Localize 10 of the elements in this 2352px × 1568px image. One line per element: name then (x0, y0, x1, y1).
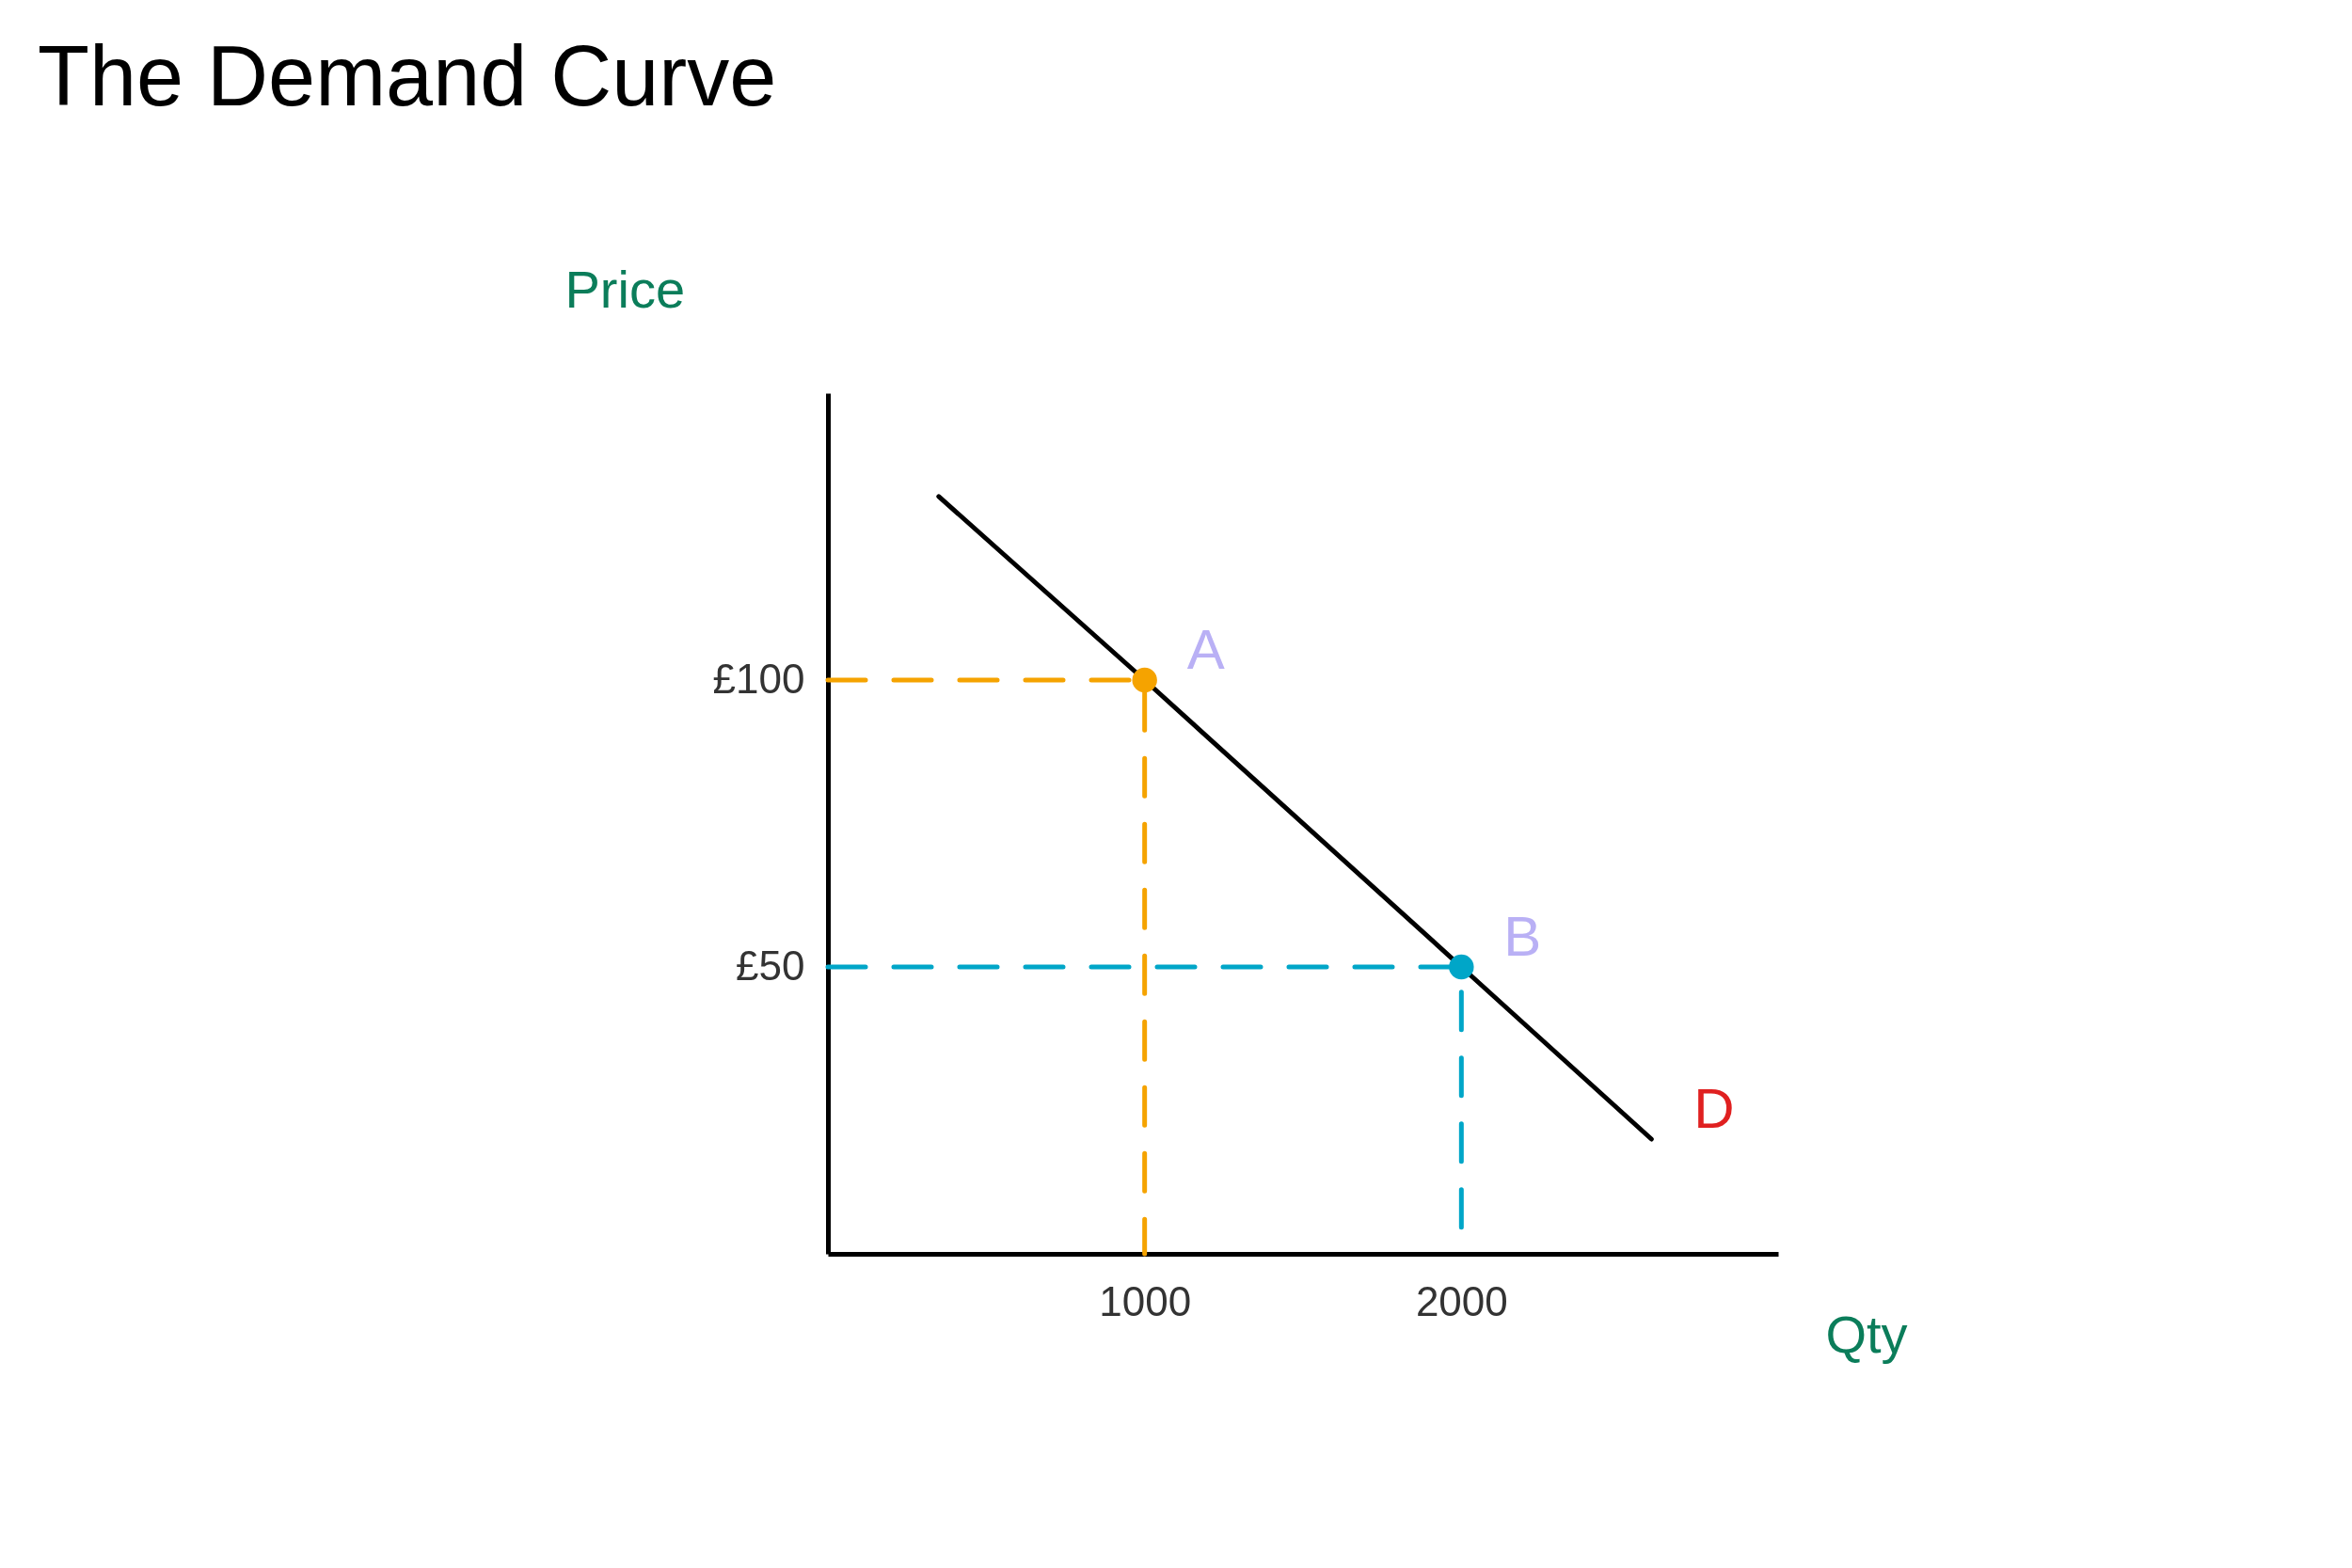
annotation: D (1693, 1077, 1735, 1140)
chart-title: The Demand Curve (38, 29, 777, 123)
x-tick-label: 2000 (1415, 1277, 1508, 1324)
y-tick-label: £100 (712, 655, 805, 702)
annotation: A (1186, 618, 1225, 681)
x-axis-title: Qty (1825, 1304, 1908, 1364)
y-axis-title: Price (564, 259, 686, 319)
y-tick-label: £50 (736, 942, 805, 989)
annotation: B (1503, 905, 1542, 968)
x-tick-label: 1000 (1099, 1277, 1192, 1324)
